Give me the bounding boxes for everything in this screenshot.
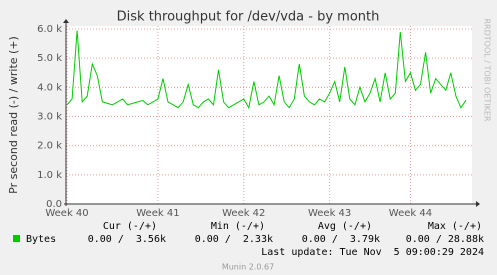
legend-header: Min (-/+) <box>211 221 265 232</box>
y-tick-label: 0.0 <box>46 199 62 210</box>
x-tick-label: Week 43 <box>308 208 351 219</box>
watermark: RRDTOOL / TOBI OETIKER <box>483 18 492 121</box>
footer: Munin 2.0.67 <box>222 263 274 272</box>
x-tick-label: Week 42 <box>222 208 265 219</box>
y-tick-label: 5.0 k <box>37 53 62 64</box>
x-tick-label: Week 44 <box>389 208 432 219</box>
y-tick-label: 3.0 k <box>37 112 62 123</box>
y-tick-label: 1.0 k <box>37 170 62 181</box>
legend-value: 0.00 / 3.79k <box>302 234 380 245</box>
legend-swatch <box>13 235 20 242</box>
legend-value: 0.00 / 2.33k <box>195 234 273 245</box>
legend-header: Avg (-/+) <box>318 221 372 232</box>
legend-value: 0.00 / 28.88k <box>406 234 484 245</box>
legend-header: Max (-/+) <box>428 221 482 232</box>
y-tick-label: 6.0 k <box>37 24 62 35</box>
last-update: Last update: Tue Nov 5 09:00:29 2024 <box>261 247 484 258</box>
y-tick-label: 2.0 k <box>37 141 62 152</box>
legend-name: Bytes <box>26 234 56 245</box>
data-line <box>66 30 467 110</box>
axis-arrow <box>476 201 480 207</box>
legend-header: Cur (-/+) <box>103 221 157 232</box>
y-tick-label: 4.0 k <box>37 82 62 93</box>
y-axis-label: Pr second read (-) / write (+) <box>7 36 20 194</box>
axis-arrow <box>63 19 69 23</box>
chart-title: Disk throughput for /dev/vda - by month <box>117 10 380 25</box>
legend-value: 0.00 / 3.56k <box>88 234 166 245</box>
x-tick-label: Week 40 <box>45 208 88 219</box>
x-tick-label: Week 41 <box>136 208 179 219</box>
plot-area <box>66 26 472 204</box>
